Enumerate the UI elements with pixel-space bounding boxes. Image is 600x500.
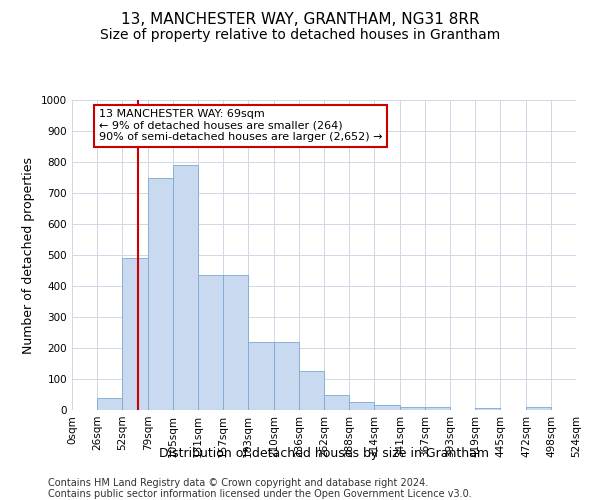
Bar (173, 165, 198, 410)
Text: Size of property relative to detached houses in Grantham: Size of property relative to detached ho… (100, 28, 500, 42)
Bar (526, 407, 551, 410)
Text: 13 MANCHESTER WAY: 69sqm
← 9% of detached houses are smaller (264)
90% of semi-d: 13 MANCHESTER WAY: 69sqm ← 9% of detache… (99, 110, 382, 142)
Text: Contains public sector information licensed under the Open Government Licence v3: Contains public sector information licen… (48, 489, 472, 499)
Bar (97, 398, 122, 410)
Y-axis label: Number of detached properties: Number of detached properties (22, 156, 35, 354)
Bar (198, 275, 223, 410)
Text: Distribution of detached houses by size in Grantham: Distribution of detached houses by size … (159, 448, 489, 460)
Bar (299, 371, 324, 410)
Bar (248, 342, 274, 410)
Text: 13, MANCHESTER WAY, GRANTHAM, NG31 8RR: 13, MANCHESTER WAY, GRANTHAM, NG31 8RR (121, 12, 479, 28)
Bar (122, 258, 148, 410)
Bar (425, 407, 450, 410)
Bar (148, 178, 173, 410)
Bar (374, 406, 400, 410)
Text: Contains HM Land Registry data © Crown copyright and database right 2024.: Contains HM Land Registry data © Crown c… (48, 478, 428, 488)
Bar (324, 394, 349, 410)
Bar (223, 275, 248, 410)
Bar (400, 407, 425, 410)
Bar (349, 402, 374, 410)
Bar (475, 408, 500, 410)
Bar (274, 342, 299, 410)
